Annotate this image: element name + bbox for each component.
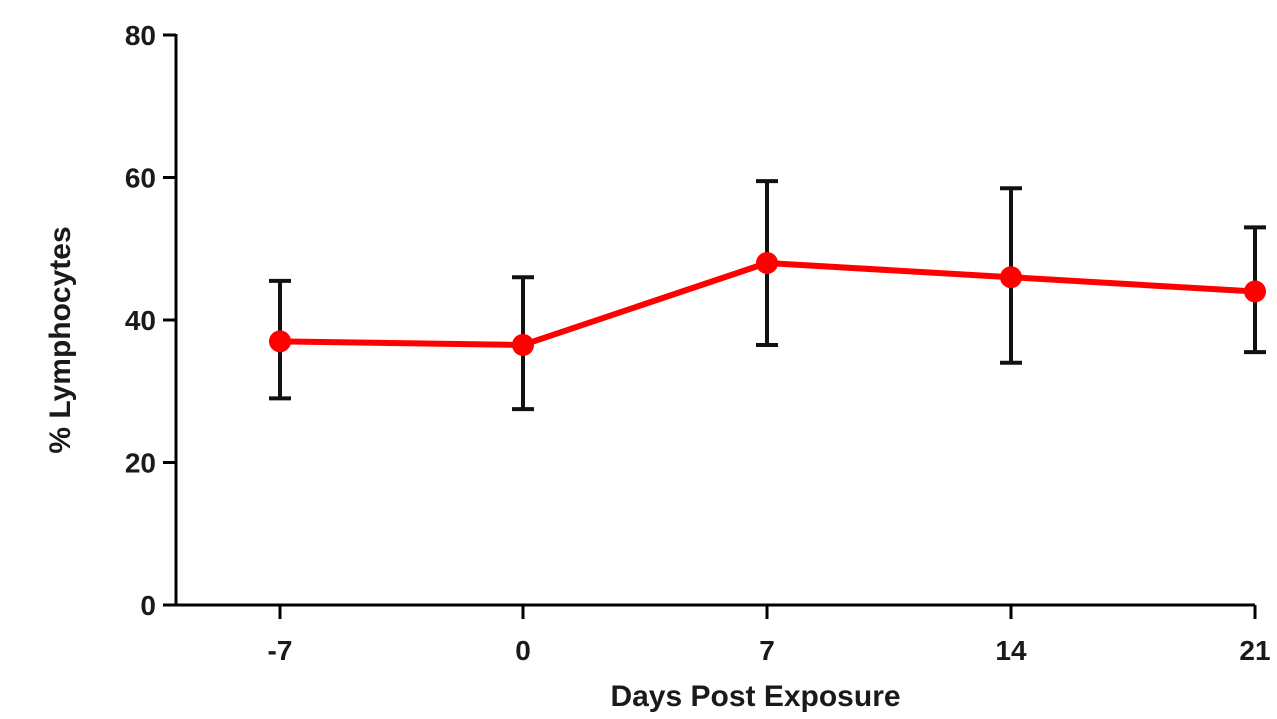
- series-group: [269, 252, 1266, 356]
- x-tick-label: 7: [759, 635, 775, 666]
- x-tick-label: 21: [1239, 635, 1270, 666]
- error-bars: [269, 179, 1266, 412]
- y-tick-label: 40: [125, 305, 156, 336]
- data-point: [512, 333, 534, 356]
- y-tick-label: 80: [125, 20, 156, 51]
- y-axis-title: % Lymphocytes: [44, 226, 77, 453]
- x-axis-ticks: -7 0 7 14 21: [268, 605, 1271, 666]
- y-tick-label: 20: [125, 448, 156, 479]
- data-point: [1244, 280, 1266, 303]
- data-point: [269, 330, 291, 353]
- x-tick-label: 0: [515, 635, 531, 666]
- x-axis-title: Days Post Exposure: [610, 680, 900, 713]
- x-tick-label: 14: [995, 635, 1027, 666]
- axes: [174, 34, 1255, 607]
- data-point: [1000, 266, 1022, 289]
- data-point: [756, 252, 778, 274]
- x-tick-label: -7: [268, 635, 293, 666]
- y-tick-label: 0: [140, 590, 156, 621]
- y-axis-ticks: 0 20 40 60 80: [125, 20, 176, 621]
- y-tick-label: 60: [125, 163, 156, 194]
